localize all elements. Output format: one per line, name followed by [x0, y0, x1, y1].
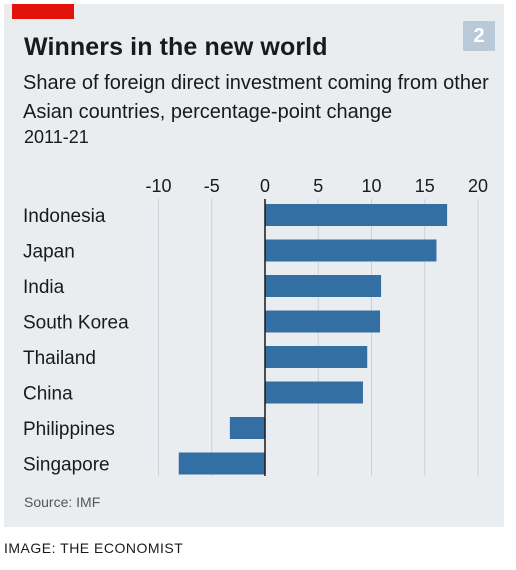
image-credit: IMAGE: THE ECONOMIST — [4, 540, 184, 556]
chart-subtitle: Share of foreign direct investment comin… — [23, 72, 489, 123]
bar-japan — [265, 239, 437, 262]
bar-china — [265, 381, 363, 404]
source-note: Source: IMF — [24, 494, 101, 510]
category-label: Philippines — [23, 419, 115, 440]
category-label: Singapore — [23, 455, 110, 476]
x-tick-label: -10 — [145, 176, 171, 196]
bar-philippines — [229, 417, 265, 439]
x-tick-label: 15 — [415, 176, 435, 196]
bar-indonesia — [265, 204, 448, 226]
category-label: India — [23, 277, 65, 298]
x-tick-label: 0 — [260, 176, 270, 196]
category-label: Indonesia — [23, 206, 106, 227]
x-tick-label: 5 — [313, 176, 323, 196]
chart-number-badge: 2 — [463, 21, 495, 51]
x-tick-label: 10 — [361, 176, 381, 196]
date-range-label: 2011-21 — [24, 127, 89, 147]
chart-card: Winners in the new world 2 Share of fore… — [4, 4, 504, 527]
bar-thailand — [265, 346, 368, 368]
brand-red-tag — [12, 4, 74, 19]
x-tick-label: 20 — [468, 176, 488, 196]
category-label: Japan — [23, 242, 75, 263]
bar-chart-plot: -10 -5 0 5 10 15 20 Indonesia Japan India South Ko… — [23, 176, 488, 476]
chart-title: Winners in the new world — [24, 33, 328, 61]
category-label: Thailand — [23, 348, 96, 369]
category-label: South Korea — [23, 313, 129, 334]
bar-india — [265, 275, 382, 297]
bar-south-korea — [265, 310, 381, 333]
bar-singapore — [178, 452, 265, 475]
category-label: China — [23, 384, 73, 405]
x-tick-label: -5 — [204, 176, 220, 196]
